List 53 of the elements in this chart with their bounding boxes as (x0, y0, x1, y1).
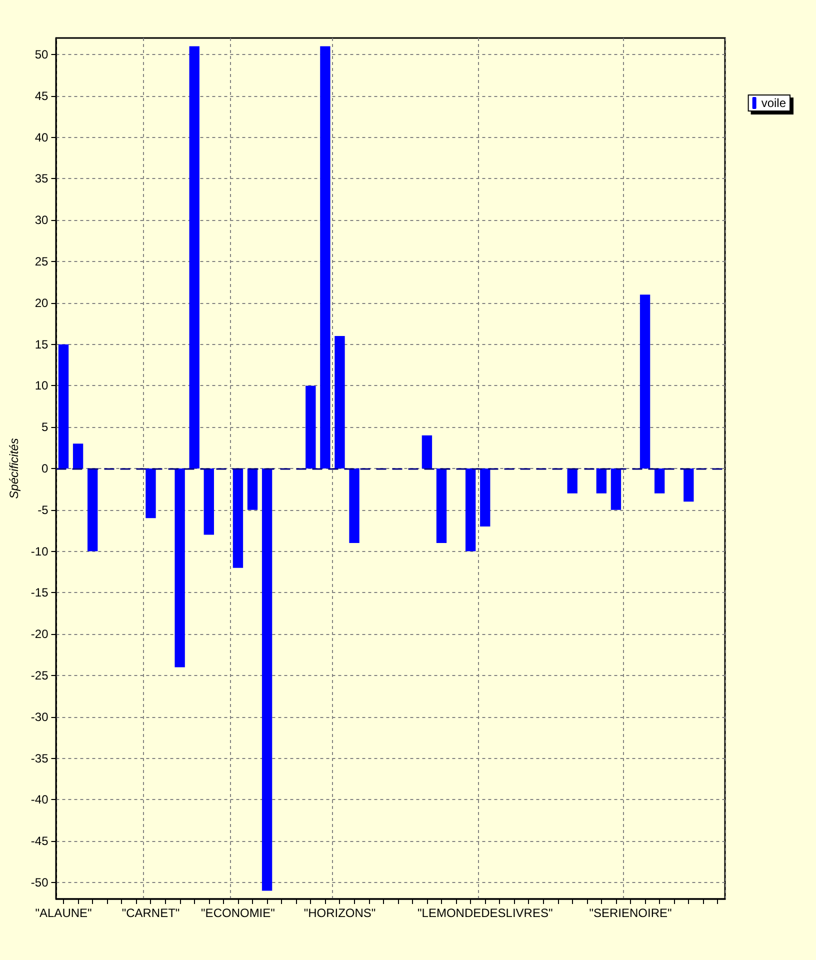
bar (684, 468, 694, 502)
y-tick-label: 40 (34, 130, 49, 144)
bar (247, 468, 258, 510)
bar (610, 468, 622, 510)
x-tick-label: "ALAUNE" (35, 906, 92, 920)
y-tick-label: 45 (34, 88, 49, 103)
bar (146, 468, 156, 518)
y-tick-label: 50 (34, 48, 49, 62)
y-tick-label: -25 (30, 668, 49, 682)
bar (567, 468, 578, 494)
bar (480, 468, 490, 526)
bar (306, 386, 316, 468)
bar (654, 468, 665, 494)
y-tick-label: -10 (30, 544, 49, 558)
y-tick-label: 15 (34, 337, 49, 352)
bar (189, 46, 200, 468)
y-tick-label: 5 (42, 420, 49, 434)
bar (88, 468, 98, 552)
bar (465, 468, 476, 552)
y-tick-label: 10 (34, 378, 49, 393)
bar (436, 468, 447, 544)
y-tick-label: 35 (34, 172, 49, 186)
bar (174, 468, 185, 668)
y-tick-label: -40 (30, 792, 49, 807)
bar (422, 435, 432, 468)
y-tick-label: -30 (30, 710, 49, 724)
x-tick-label: "HORIZONS" (304, 906, 376, 920)
legend-label: voile (761, 96, 786, 110)
x-tick-label: "CARNET" (122, 906, 180, 920)
bar (232, 468, 244, 568)
y-tick-label: -20 (30, 627, 49, 642)
bar (334, 336, 345, 468)
bar (72, 444, 84, 468)
y-tick-label: -35 (30, 751, 49, 766)
y-tick-label: 20 (34, 296, 49, 310)
y-tick-label: -5 (38, 502, 49, 517)
bar (349, 468, 360, 544)
y-tick-label: -15 (30, 586, 49, 600)
bar (58, 344, 69, 468)
x-tick-label: "LEMONDEDESLIVRES" (418, 906, 553, 920)
y-tick-label: 0 (42, 462, 49, 476)
bar (320, 46, 330, 468)
y-tick-label: 25 (34, 254, 49, 269)
x-tick-label: "SERIENOIRE" (589, 906, 672, 920)
y-tick-label: -45 (30, 834, 49, 848)
y-axis-title: Spécificités (7, 438, 21, 499)
x-tick-label: "ECONOMIE" (201, 906, 275, 920)
bar (262, 468, 272, 891)
bar (640, 294, 650, 468)
bar (204, 468, 214, 535)
bar (596, 468, 607, 494)
y-tick-label: -50 (30, 875, 49, 890)
y-tick-label: 30 (34, 213, 49, 228)
